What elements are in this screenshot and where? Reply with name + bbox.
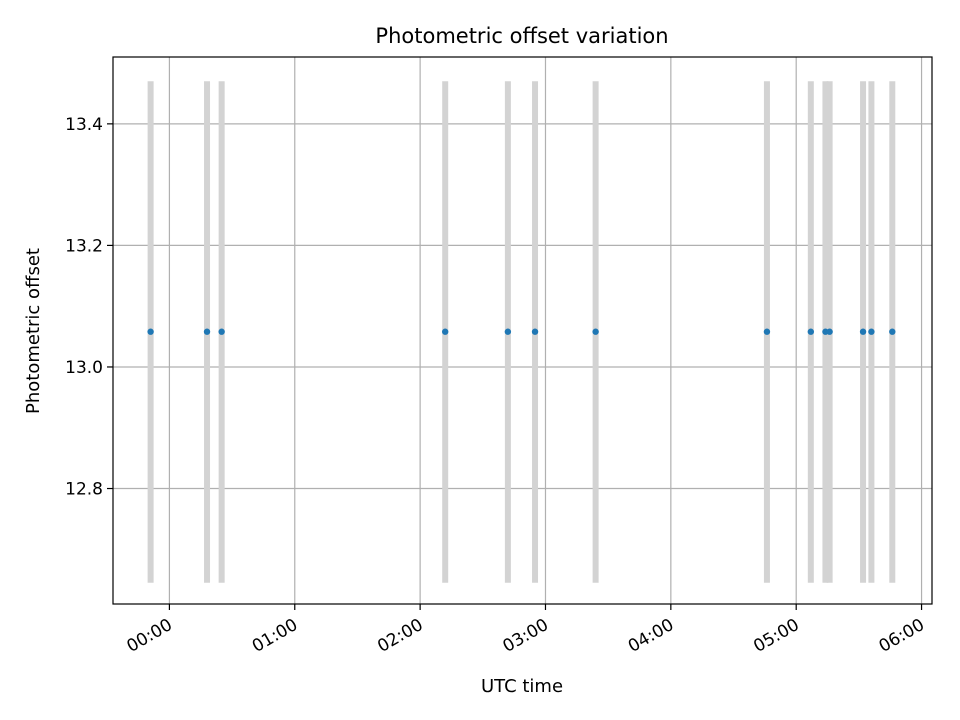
y-tick-label: 12.8 xyxy=(65,480,103,500)
x-tick-label: 05:00 xyxy=(750,615,802,657)
y-axis-label: Photometric offset xyxy=(23,248,44,414)
x-tick-label: 02:00 xyxy=(374,615,426,657)
x-axis: 00:00 01:00 02:00 03:00 04:00 05:00 06:00 xyxy=(123,604,928,657)
grid xyxy=(113,57,932,604)
x-tick-label: 04:00 xyxy=(625,615,677,657)
data-point xyxy=(859,328,867,335)
data-point xyxy=(868,328,875,335)
x-tick-label: 00:00 xyxy=(123,615,175,657)
error-bands xyxy=(147,81,896,583)
data-point xyxy=(826,328,833,335)
data-point xyxy=(203,328,211,335)
x-tick-label: 06:00 xyxy=(876,615,928,657)
data-point xyxy=(763,328,771,335)
plot-frame xyxy=(112,56,933,605)
data-points xyxy=(147,328,896,335)
data-point xyxy=(807,328,815,335)
y-tick-label: 13.4 xyxy=(65,115,103,135)
data-point xyxy=(592,328,599,335)
data-point xyxy=(441,328,449,335)
y-tick-label: 13.2 xyxy=(65,236,103,256)
data-point xyxy=(504,328,512,335)
data-point xyxy=(889,328,896,335)
data-point xyxy=(218,328,225,335)
chart-title: Photometric offset variation xyxy=(375,24,668,48)
x-tick-label: 03:00 xyxy=(500,615,552,657)
y-axis: 12.8 13.0 13.2 13.4 xyxy=(65,115,113,500)
data-point xyxy=(147,328,154,335)
x-tick-label: 01:00 xyxy=(249,615,301,657)
data-point xyxy=(531,328,539,335)
y-tick-label: 13.0 xyxy=(65,358,103,378)
x-axis-label: UTC time xyxy=(481,676,563,697)
